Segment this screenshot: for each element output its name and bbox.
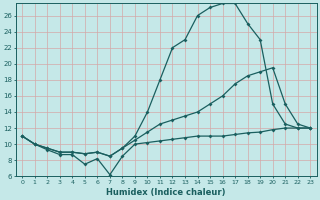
X-axis label: Humidex (Indice chaleur): Humidex (Indice chaleur) <box>107 188 226 197</box>
